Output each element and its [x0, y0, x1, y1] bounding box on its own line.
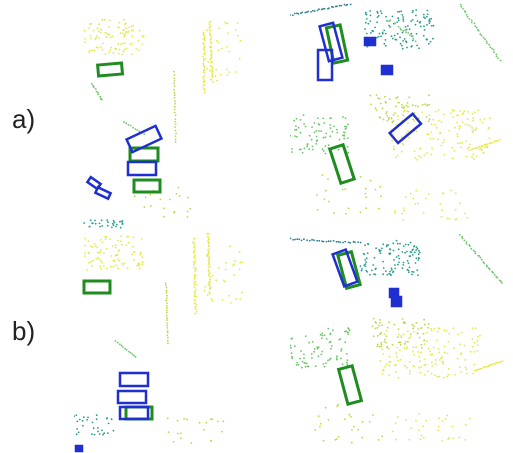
- prediction-box: [116, 389, 148, 405]
- row-label-b: b): [12, 316, 36, 346]
- prediction-box: [380, 64, 394, 76]
- ground-truth-box: [324, 23, 350, 65]
- prediction-box: [93, 185, 113, 201]
- prediction-boxes: [85, 124, 164, 201]
- ground-truth-box: [336, 249, 362, 291]
- point-cloud-points: [83, 18, 242, 229]
- prediction-box: [126, 160, 158, 177]
- ground-truth-box: [82, 279, 112, 295]
- ground-truth-box: [327, 142, 357, 186]
- prediction-box: [331, 248, 359, 288]
- point-cloud-points: [290, 234, 504, 444]
- panel-b-right: [290, 233, 513, 453]
- point-cloud-points: [74, 233, 244, 444]
- prediction-box: [363, 36, 377, 47]
- prediction-box: [74, 444, 84, 453]
- prediction-boxes: [316, 21, 423, 145]
- prediction-box: [118, 371, 150, 388]
- point-cloud-a-right: [290, 3, 502, 221]
- panel-b-left: [74, 233, 288, 453]
- panel-a-left: [74, 12, 288, 231]
- point-cloud-b-left: [74, 233, 244, 453]
- ground-truth-boxes: [336, 249, 364, 407]
- prediction-boxes: [74, 371, 150, 453]
- point-cloud-a-left: [83, 18, 242, 229]
- prediction-box: [390, 295, 403, 308]
- ground-truth-box: [336, 363, 364, 407]
- prediction-box: [318, 21, 344, 63]
- ground-truth-box: [132, 178, 162, 194]
- prediction-box: [316, 48, 334, 82]
- point-cloud-b-right: [290, 234, 504, 444]
- prediction-box: [387, 112, 423, 145]
- prediction-boxes: [331, 248, 403, 308]
- panel-a-right: [290, 0, 513, 231]
- ground-truth-box: [95, 61, 125, 78]
- prediction-box: [124, 124, 164, 154]
- row-label-a: a): [12, 104, 36, 134]
- prediction-box: [118, 405, 150, 421]
